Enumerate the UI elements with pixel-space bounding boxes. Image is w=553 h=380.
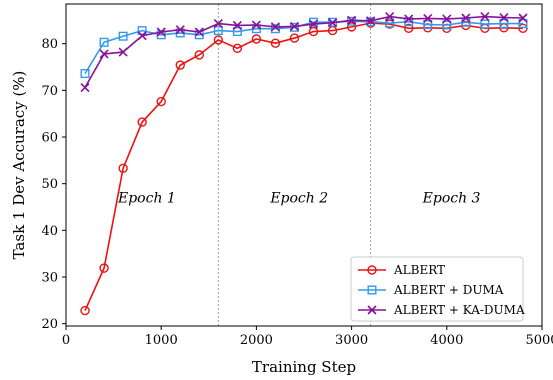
albert-duma-point-21 bbox=[480, 19, 490, 29]
legend-item-albert-duma: ALBERT + DUMA bbox=[358, 283, 504, 297]
epoch-annotation-3: Epoch 3 bbox=[422, 190, 481, 206]
albert-point-11 bbox=[289, 33, 300, 43]
albert-ka-duma-point-22 bbox=[499, 12, 509, 23]
albert-ka-duma-point-9 bbox=[251, 20, 261, 30]
y-tick-label: 60 bbox=[41, 131, 58, 146]
albert-duma-point-3 bbox=[137, 26, 147, 36]
x-axis-label: Training Step bbox=[252, 358, 356, 376]
albert-point-8 bbox=[232, 43, 243, 54]
albert-ka-duma-point-18 bbox=[423, 13, 433, 24]
albert-ka-duma-point-14 bbox=[347, 15, 357, 25]
epoch-annotation-2: Epoch 2 bbox=[269, 190, 328, 206]
albert-point-1 bbox=[99, 263, 109, 273]
y-axis-ticks: 20 30 40 50 60 70 80 bbox=[41, 37, 66, 332]
albert-ka-duma-point-7 bbox=[213, 19, 223, 29]
y-tick-label: 80 bbox=[41, 37, 58, 52]
albert-ka-duma-point-21 bbox=[480, 12, 490, 22]
albert-ka-duma-point-5 bbox=[175, 25, 185, 35]
albert-point-6 bbox=[194, 50, 204, 60]
y-tick-label: 50 bbox=[41, 177, 58, 192]
albert-duma-point-0 bbox=[80, 69, 90, 79]
albert-duma-point-1 bbox=[99, 37, 109, 47]
x-tick-label: 0 bbox=[62, 333, 70, 348]
x-tick-label: 4000 bbox=[430, 333, 463, 348]
legend-box bbox=[350, 256, 524, 322]
x-tick-label: 5000 bbox=[525, 333, 553, 348]
albert-point-2 bbox=[118, 163, 128, 173]
x-axis-ticks: 0 1000 2000 3000 4000 5000 bbox=[62, 326, 553, 348]
albert-duma-point-16 bbox=[385, 18, 395, 28]
legend-albert-duma-point-0 bbox=[367, 285, 377, 295]
albert-duma-point-15 bbox=[366, 17, 376, 27]
y-axis-label: Task 1 Dev Accuracy (%) bbox=[10, 71, 28, 260]
albert-ka-duma-point-3 bbox=[137, 31, 147, 41]
epoch-annotations: Epoch 1 Epoch 2 Epoch 3 bbox=[117, 190, 481, 206]
x-tick-label: 2000 bbox=[240, 333, 273, 348]
albert-duma-point-10 bbox=[270, 24, 280, 34]
albert-ka-duma-point-15 bbox=[366, 16, 376, 26]
legend-albert-point-0 bbox=[367, 265, 377, 275]
albert-ka-duma-point-23 bbox=[518, 13, 528, 23]
albert-ka-duma-point-8 bbox=[232, 20, 242, 31]
albert-ka-duma-point-4 bbox=[156, 27, 166, 37]
albert-point-3 bbox=[137, 117, 147, 127]
albert-ka-duma-point-17 bbox=[404, 14, 414, 24]
albert-point-10 bbox=[270, 38, 281, 48]
albert-duma-point-11 bbox=[289, 22, 299, 32]
x-tick-label: 3000 bbox=[335, 333, 368, 348]
albert-point-7 bbox=[213, 35, 224, 45]
albert-point-4 bbox=[156, 96, 166, 107]
series-lines bbox=[80, 12, 528, 316]
albert-point-17 bbox=[404, 23, 414, 33]
legend-label: ALBERT + DUMA bbox=[393, 283, 504, 297]
albert-ka-duma-point-16 bbox=[385, 12, 395, 22]
albert-duma-point-23 bbox=[518, 19, 528, 29]
albert-ka-duma-point-0 bbox=[80, 82, 90, 93]
albert-ka-duma-point-19 bbox=[442, 14, 452, 24]
albert-point-12 bbox=[308, 26, 319, 37]
x-tick-label: 1000 bbox=[145, 333, 178, 348]
albert-ka-duma-point-2 bbox=[118, 47, 128, 57]
albert-point-5 bbox=[175, 60, 185, 70]
albert-point-0 bbox=[80, 305, 90, 316]
albert-duma-point-22 bbox=[499, 19, 509, 29]
series-line-albert-duma bbox=[84, 20, 523, 74]
albert-ka-duma-point-6 bbox=[194, 27, 204, 37]
legend-albert-ka-duma-point-0 bbox=[367, 305, 377, 315]
albert-duma-point-8 bbox=[232, 27, 242, 37]
legend-label: ALBERT bbox=[393, 263, 445, 277]
albert-ka-duma-point-12 bbox=[308, 19, 319, 29]
albert-duma-point-19 bbox=[442, 20, 452, 30]
y-tick-label: 40 bbox=[41, 224, 58, 239]
y-tick-label: 30 bbox=[41, 271, 58, 286]
albert-duma-point-2 bbox=[118, 31, 128, 41]
albert-ka-duma-point-10 bbox=[270, 22, 281, 32]
legend-item-albert-ka-duma: ALBERT + KA-DUMA bbox=[358, 303, 525, 317]
y-tick-label: 20 bbox=[41, 317, 58, 332]
albert-duma-point-18 bbox=[423, 20, 433, 30]
plot-area-frame bbox=[65, 3, 543, 327]
epoch-dividers bbox=[217, 4, 372, 326]
y-tick-label: 70 bbox=[41, 84, 58, 99]
albert-ka-duma-point-13 bbox=[327, 18, 338, 28]
series-albert-ka-duma bbox=[80, 12, 528, 93]
albert-duma-point-7 bbox=[213, 26, 223, 36]
epoch-annotation-1: Epoch 1 bbox=[117, 190, 176, 206]
series-line-albert-ka-duma bbox=[84, 15, 523, 88]
legend: ALBERT ALBERT + DUMA ALBERT + KA-DUMA bbox=[350, 256, 525, 322]
albert-ka-duma-point-20 bbox=[461, 13, 471, 23]
albert-ka-duma-point-1 bbox=[99, 49, 109, 59]
albert-point-9 bbox=[251, 34, 262, 44]
legend-label: ALBERT + KA-DUMA bbox=[393, 303, 525, 317]
albert-point-14 bbox=[346, 22, 357, 32]
albert-ka-duma-point-11 bbox=[289, 21, 300, 31]
legend-item-albert: ALBERT bbox=[358, 263, 445, 277]
albert-duma-point-12 bbox=[309, 17, 319, 27]
